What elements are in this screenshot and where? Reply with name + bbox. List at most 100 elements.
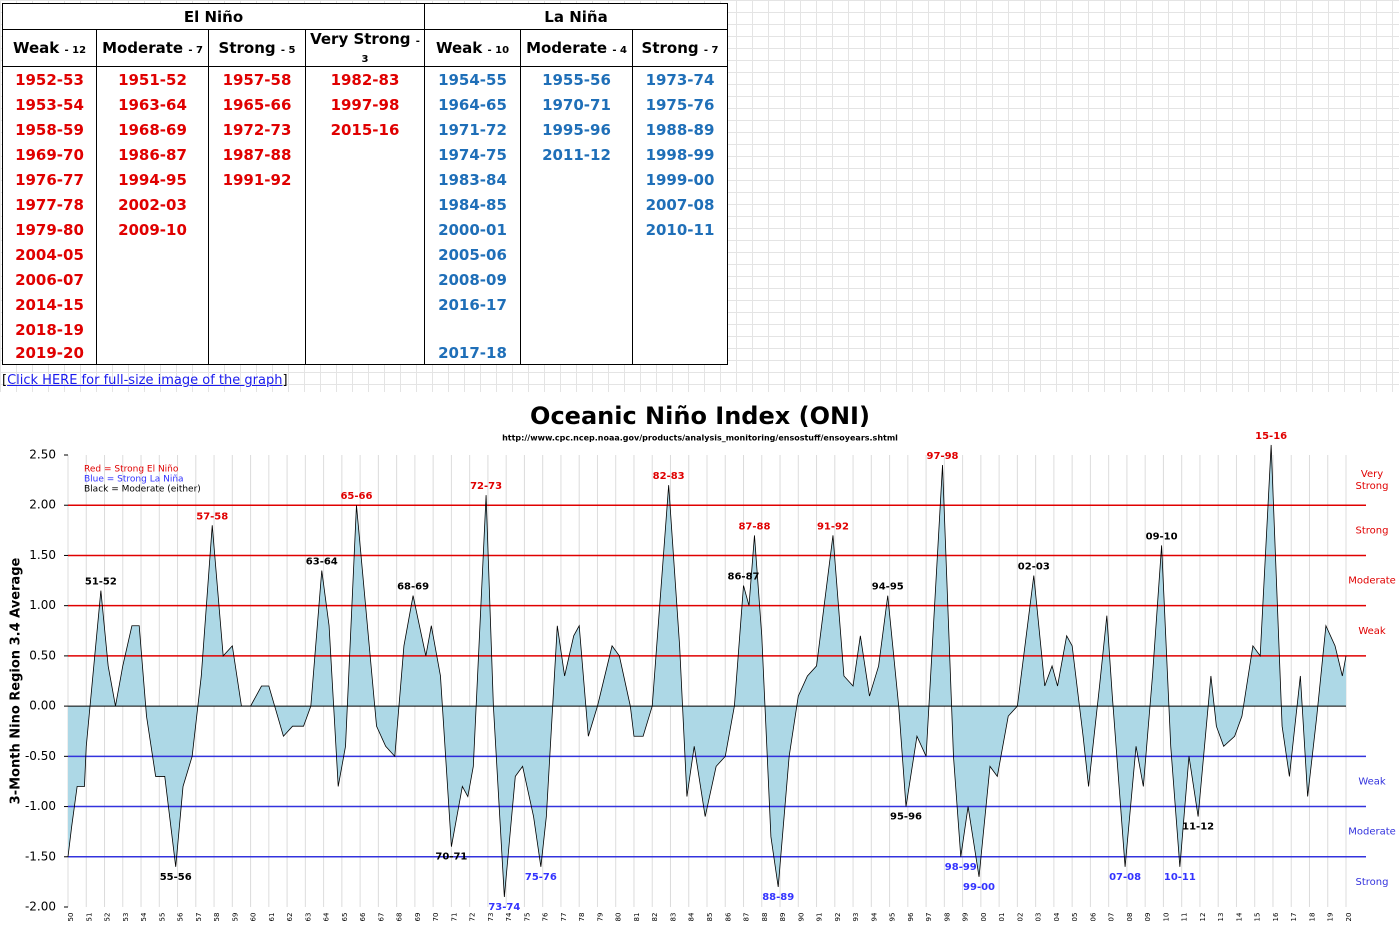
annotation: 75-76 (525, 872, 557, 883)
year-cell (520, 192, 633, 217)
header-count: - 7 (703, 45, 719, 56)
header-count: - 10 (487, 45, 510, 56)
chart-subtitle: http://www.cpc.ncep.noaa.gov/products/an… (502, 434, 898, 443)
year-cell: 1998-99 (632, 142, 728, 167)
annotation: 68-69 (397, 582, 429, 593)
column-header: Moderate - 4 (520, 29, 633, 67)
year-cell (632, 267, 728, 292)
column-header: Very Strong - 3 (305, 29, 425, 67)
x-tick-label: 75 (523, 913, 531, 922)
year-cell: 2014-15 (2, 292, 97, 317)
x-tick-label: 66 (359, 912, 367, 921)
x-tick-label: 91 (816, 913, 824, 922)
annotation: 02-03 (1018, 562, 1050, 573)
column-header: Weak - 12 (2, 29, 97, 67)
x-tick-label: 00 (980, 913, 988, 922)
column-header: Strong - 7 (632, 29, 728, 67)
year-cell: 1987-88 (208, 142, 306, 167)
annotation: 51-52 (85, 577, 117, 588)
legend-entry: Black = Moderate (either) (84, 485, 201, 495)
year-cell: 1964-65 (424, 92, 521, 117)
year-cell: 1995-96 (520, 117, 633, 142)
header-count: - 4 (612, 45, 627, 56)
threshold-label-cont: Strong (1356, 481, 1389, 492)
x-tick-label: 98 (943, 913, 951, 922)
year-cell (520, 267, 633, 292)
x-tick-label: 15 (1254, 913, 1262, 922)
legend-entry: Blue = Strong La Niña (84, 475, 184, 485)
year-cell (208, 342, 306, 365)
threshold-label: Weak (1358, 626, 1386, 637)
year-cell (208, 292, 306, 317)
annotation: 65-66 (340, 491, 372, 502)
bracket: ] (282, 373, 288, 388)
annotation: 55-56 (160, 872, 192, 883)
table-body: 1952-53 1951-52 1957-58 1982-83 1954-55 1955-… (2, 66, 728, 365)
x-tick-label: 12 (1199, 913, 1207, 922)
year-cell: 1951-52 (96, 66, 209, 92)
annotation: 70-71 (435, 852, 467, 863)
y-tick-label: 2.50 (29, 448, 56, 462)
x-tick-label: 64 (323, 912, 331, 921)
year-cell: 1957-58 (208, 66, 306, 92)
year-cell (424, 317, 521, 342)
year-cell (520, 167, 633, 192)
x-tick-label: 79 (596, 913, 604, 922)
annotation: 94-95 (872, 582, 904, 593)
x-tick-label: 67 (377, 913, 385, 922)
x-tick-label: 57 (195, 913, 203, 922)
year-cell: 1994-95 (96, 167, 209, 192)
group-header: El Niño (2, 3, 425, 30)
x-tick-label: 83 (669, 913, 677, 922)
year-cell (305, 342, 425, 365)
x-tick-label: 78 (578, 913, 586, 922)
table-row: 1958-59 1968-69 1972-73 2015-16 1971-72 1995-… (2, 117, 728, 142)
table-row: 1953-54 1963-64 1965-66 1997-98 1964-65 1970-… (2, 92, 728, 117)
x-tick-label: 71 (450, 913, 458, 922)
column-header: Weak - 10 (424, 29, 521, 67)
year-cell: 1988-89 (632, 117, 728, 142)
x-tick-label: 74 (505, 912, 513, 921)
annotation: 10-11 (1164, 872, 1196, 883)
year-cell: 2011-12 (520, 142, 633, 167)
bracket: [ (2, 373, 8, 388)
annotation: 09-10 (1146, 531, 1178, 542)
year-cell (520, 217, 633, 242)
chart: Oceanic Niño Index (ONI) http://www.cpc.n… (0, 392, 1399, 926)
year-cell: 1979-80 (2, 217, 97, 242)
x-tick-label: 96 (907, 912, 915, 921)
year-cell (632, 317, 728, 342)
table-row: 1976-77 1994-95 1991-92 1983-84 1999-00 (2, 167, 728, 192)
x-tick-label: 85 (706, 913, 714, 922)
chart-title: Oceanic Niño Index (ONI) (530, 402, 870, 430)
year-cell (305, 142, 425, 167)
year-cell (96, 292, 209, 317)
year-cell (305, 192, 425, 217)
table-row: 2006-07 2008-09 (2, 267, 728, 292)
year-cell: 2005-06 (424, 242, 521, 267)
year-cell (208, 217, 306, 242)
year-cell: 2008-09 (424, 267, 521, 292)
year-cell: 2004-05 (2, 242, 97, 267)
year-cell (305, 267, 425, 292)
x-tick-label: 95 (889, 913, 897, 922)
year-cell: 1955-56 (520, 66, 633, 92)
year-cell: 1968-69 (96, 117, 209, 142)
y-tick-label: 2.00 (29, 498, 56, 512)
year-cell (305, 217, 425, 242)
header-row: Weak - 12 Moderate - 7 Strong - 5 Very Stro… (2, 29, 728, 67)
year-cell (520, 317, 633, 342)
year-cell: 1997-98 (305, 92, 425, 117)
x-tick-label: 19 (1327, 913, 1335, 922)
full-size-link[interactable]: Click HERE for full-size image of the gr… (7, 373, 283, 388)
year-cell (96, 267, 209, 292)
year-cell (96, 342, 209, 365)
year-cell (96, 317, 209, 342)
x-tick-label: 04 (1053, 912, 1061, 921)
year-cell: 2015-16 (305, 117, 425, 142)
table-row: 1952-53 1951-52 1957-58 1982-83 1954-55 1955-… (2, 66, 728, 92)
annotation: 11-12 (1182, 822, 1214, 833)
x-tick-label: 13 (1217, 913, 1225, 922)
year-cell: 1982-83 (305, 66, 425, 92)
